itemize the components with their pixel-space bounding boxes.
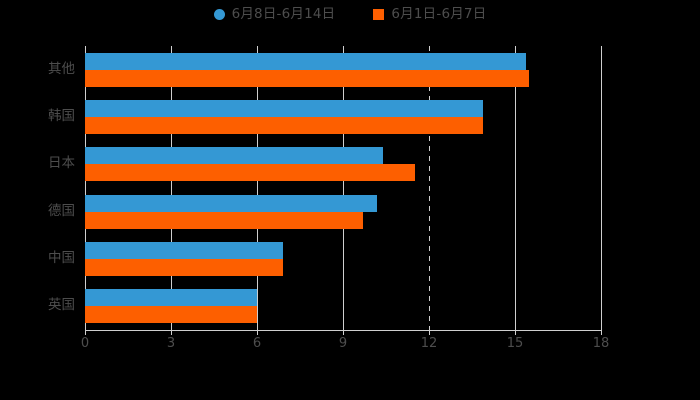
x-tick-label-0: 0 — [80, 336, 90, 351]
chart-legend: 6月8日-6月14日 6月1日-6月7日 — [0, 6, 700, 22]
x-tick-0 — [85, 330, 86, 335]
gridline-12 — [429, 46, 430, 330]
bar-0[interactable] — [85, 194, 378, 212]
x-tick-label-6: 6 — [252, 336, 262, 351]
bar-0[interactable] — [85, 289, 257, 307]
gridline-18 — [601, 46, 602, 330]
y-category-label: 德国 — [48, 202, 75, 219]
bar-group — [85, 147, 601, 182]
x-tick-15 — [515, 330, 516, 335]
y-category-label: 英国 — [48, 297, 75, 314]
x-tick-label-9: 9 — [338, 336, 348, 351]
y-axis-line — [85, 46, 86, 330]
x-tick-12 — [429, 330, 430, 335]
gridline-9 — [343, 46, 344, 330]
x-tick-label-3: 3 — [166, 336, 176, 351]
legend-marker-square-icon — [373, 9, 385, 21]
x-tick-18 — [601, 330, 602, 335]
legend-marker-circle-icon — [213, 9, 225, 21]
x-tick-6 — [257, 330, 258, 335]
y-category-label: 中国 — [48, 250, 75, 266]
bar-0[interactable] — [85, 242, 283, 259]
bar-group — [85, 289, 601, 324]
bar-1[interactable] — [85, 164, 415, 182]
gridline-6 — [257, 46, 258, 330]
bar-1[interactable] — [85, 306, 257, 324]
legend-label-series-1: 6月1日-6月7日 — [391, 6, 487, 22]
y-category-label: 日本 — [48, 155, 75, 172]
bar-group — [85, 100, 601, 134]
x-tick-label-18: 18 — [592, 336, 610, 351]
bar-0[interactable] — [85, 147, 384, 165]
bar-0[interactable] — [85, 100, 484, 117]
bar-group — [85, 52, 601, 87]
gridline-15 — [515, 46, 516, 330]
x-tick-9 — [343, 330, 344, 335]
bar-1[interactable] — [85, 117, 484, 134]
bar-1[interactable] — [85, 259, 283, 276]
legend-item-series-0[interactable]: 6月8日-6月14日 — [213, 6, 336, 22]
gridline-3 — [171, 46, 172, 330]
legend-label-series-0: 6月8日-6月14日 — [231, 6, 336, 22]
y-category-label: 其他 — [48, 60, 75, 77]
x-tick-label-15: 15 — [506, 336, 524, 351]
legend-item-series-1[interactable]: 6月1日-6月7日 — [373, 6, 487, 22]
plot-area — [85, 46, 602, 330]
x-tick-label-12: 12 — [420, 336, 438, 351]
x-tick-3 — [171, 330, 172, 335]
bar-group — [85, 194, 601, 229]
bar-1[interactable] — [85, 211, 364, 229]
bar-0[interactable] — [85, 52, 527, 70]
bar-1[interactable] — [85, 69, 530, 87]
y-category-label: 韩国 — [48, 108, 75, 124]
bar-group — [85, 242, 601, 276]
